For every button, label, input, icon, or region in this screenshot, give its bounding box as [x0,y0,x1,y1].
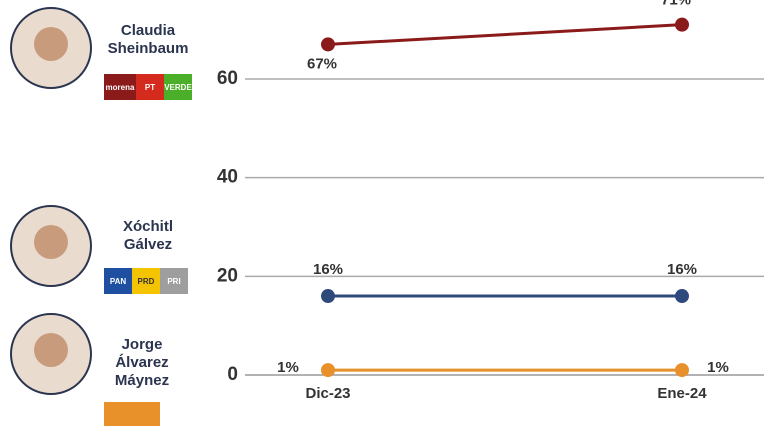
data-point [675,18,689,32]
y-tick-label: 20 [217,265,238,286]
value-label: 71% [661,0,691,9]
y-tick-label: 60 [217,68,238,89]
party-logo: VERDE [164,74,192,100]
data-point [321,289,335,303]
candidate-name: Xóchitl Gálvez [100,218,196,254]
value-label: 16% [313,261,343,278]
data-point [675,289,689,303]
chart: 0 20 40 60 Dic-23 Ene-24 67% 71% 16% 16% 1% 1% Clau… [0,0,764,426]
y-tick-label: 40 [217,167,238,188]
party-logos [104,402,160,426]
data-point [675,363,689,377]
y-tick-label: 0 [227,364,238,385]
party-logo: PRI [160,268,188,294]
party-logo: PAN [104,268,132,294]
data-point [321,37,335,51]
value-label: 1% [707,359,729,376]
candidate-name: Jorge Álvarez Máynez [102,336,182,390]
party-logo: PRD [132,268,160,294]
party-logo: PT [136,74,164,100]
value-label: 67% [307,55,337,72]
x-tick-label: Ene-24 [657,385,707,402]
value-label: 1% [277,359,299,376]
x-tick-label: Dic-23 [305,385,350,402]
candidate-face [34,225,68,259]
candidate-face [34,27,68,61]
series-line [328,25,682,45]
candidate-face [34,333,68,367]
party-logo: morena [104,74,136,100]
data-point [321,363,335,377]
value-label: 16% [667,261,697,278]
candidate-name: Claudia Sheinbaum [100,22,196,58]
